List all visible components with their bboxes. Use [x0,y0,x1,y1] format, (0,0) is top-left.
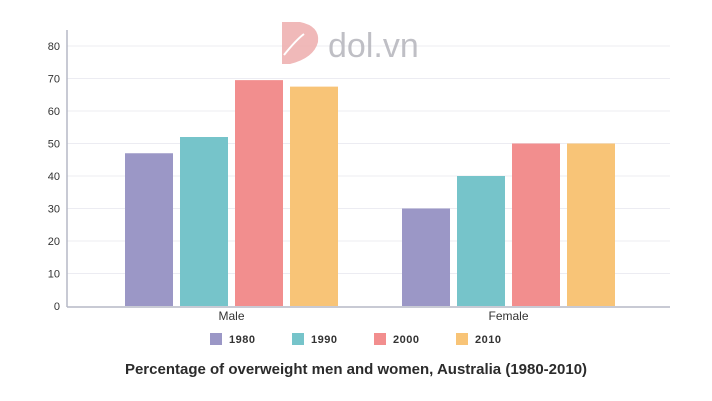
y-tick-label: 70 [48,74,60,86]
legend-label-2010: 2010 [475,334,501,346]
watermark-text: dol.vn [328,27,419,65]
y-tick-label: 10 [48,269,60,281]
bars [125,80,615,306]
x-tick-label: Male [218,309,244,323]
bar-female-2010 [567,143,615,306]
legend-label-2000: 2000 [393,334,419,346]
legend-label-1990: 1990 [311,334,337,346]
y-tick-label: 60 [48,106,60,118]
y-tick-label: 20 [48,236,60,248]
bar-female-1990 [457,176,505,306]
y-tick-label: 30 [48,204,60,216]
y-tick-label: 80 [48,41,60,53]
y-axis-ticks: 0 10 20 30 40 50 60 70 80 [48,41,60,313]
bar-male-2000 [235,80,283,306]
bar-male-1980 [125,153,173,306]
x-tick-label: Female [488,309,528,323]
bar-male-1990 [180,137,228,306]
x-axis-labels: Male Female [218,309,528,323]
legend-swatch-2010 [456,333,468,345]
bar-male-2010 [290,86,338,306]
watermark-logo: dol.vn [282,22,419,65]
y-tick-label: 40 [48,171,60,183]
legend-swatch-2000 [374,333,386,345]
y-tick-label: 50 [48,139,60,151]
chart-title: Percentage of overweight men and women, … [125,361,587,378]
legend-swatch-1990 [292,333,304,345]
legend-label-1980: 1980 [229,334,255,346]
legend-swatch-1980 [210,333,222,345]
bar-female-1980 [402,208,450,306]
y-tick-label: 0 [54,301,60,313]
legend: 1980 1990 2000 2010 [210,333,501,346]
bar-female-2000 [512,143,560,306]
